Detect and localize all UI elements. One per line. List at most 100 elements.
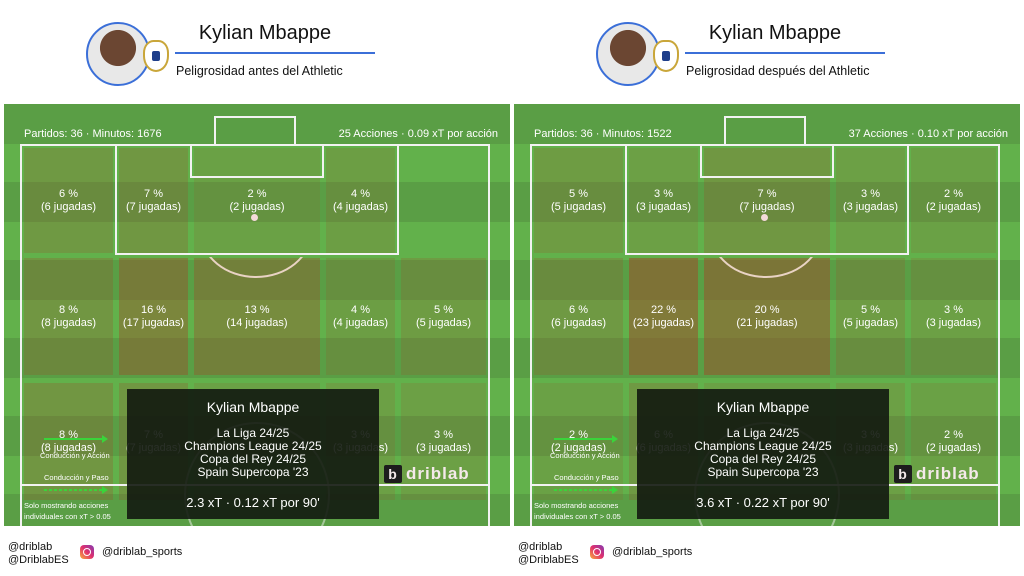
zone-plays: (3 jugadas) [842, 200, 899, 213]
zone-cell: 16 % (17 jugadas) [119, 258, 188, 375]
zone-pct: 7 % [144, 187, 163, 200]
zone-pct: 3 % [861, 187, 880, 200]
filter-note: Solo mostrando acciones individuales con … [534, 501, 621, 521]
zone-plays: (2 jugadas) [550, 441, 607, 454]
zone-cell: 3 % (3 jugadas) [911, 258, 996, 375]
zone-plays: (2 jugadas) [925, 441, 982, 454]
panel-subtitle: Peligrosidad antes del Athletic [176, 64, 343, 78]
six-yard-box [700, 144, 834, 178]
zone-plays: (4 jugadas) [332, 200, 389, 213]
zone-cell: 4 % (4 jugadas) [326, 148, 395, 253]
instagram-handle[interactable]: @driblab_sports [102, 546, 183, 558]
pitch: 5 % (5 jugadas) 3 % (3 jugadas) 7 % (7 j… [514, 104, 1020, 526]
zone-cell: 3 % (3 jugadas) [836, 148, 905, 253]
filter-note: Solo mostrando acciones individuales con … [24, 501, 111, 521]
zone-cell: 8 % (8 jugadas) [24, 383, 113, 500]
xt-summary: 3.6 xT · 0.22 xT por 90' [696, 495, 830, 510]
zone-pct: 2 % [944, 187, 963, 200]
competition: La Liga 24/25 [726, 426, 800, 440]
zone-pct: 6 % [569, 303, 588, 316]
player-name: Kylian Mbappe [198, 22, 332, 44]
zone-cell: 6 % (6 jugadas) [24, 148, 113, 253]
zone-plays: (6 jugadas) [550, 316, 607, 329]
player-avatar [86, 22, 150, 86]
player-avatar [596, 22, 660, 86]
zone-plays: (5 jugadas) [842, 316, 899, 329]
zone-pct: 3 % [944, 303, 963, 316]
goal [214, 116, 296, 144]
zone-pct: 20 % [754, 303, 780, 316]
zone-pct: 2 % [247, 187, 267, 200]
carry-action-arrow [554, 435, 618, 443]
zone-pct: 6 % [59, 187, 78, 200]
actions-summary: 25 Acciones · 0.09 xT por acción [338, 128, 498, 140]
overlay-player-name: Kylian Mbappe [206, 399, 300, 415]
zone-pct: 5 % [861, 303, 880, 316]
title-underline [685, 52, 885, 54]
zone-plays: (7 jugadas) [125, 200, 182, 213]
zone-cell: 4 % (4 jugadas) [326, 258, 395, 375]
zone-plays: (5 jugadas) [415, 316, 472, 329]
zone-pct: 4 % [351, 187, 370, 200]
pitch: 6 % (6 jugadas) 7 % (7 jugadas) 2 % (2 j… [4, 104, 510, 526]
carry-pass-arrow [44, 486, 108, 494]
twitter-handles[interactable]: @driblab @DriblabES [8, 541, 69, 566]
instagram-handle[interactable]: @driblab_sports [612, 546, 693, 558]
zone-plays: (17 jugadas) [122, 316, 185, 329]
zone-pct: 7 % [757, 187, 777, 200]
zone-plays: (2 jugadas) [925, 200, 982, 213]
player-summary-overlay: Kylian Mbappe La Liga 24/25 Champions Lea… [637, 389, 889, 519]
matches-minutes: Partidos: 36 · Minutos: 1676 [24, 128, 162, 140]
zone-plays: (8 jugadas) [40, 441, 97, 454]
competitions-list: La Liga 24/25 Champions League 24/25 Copa … [127, 427, 379, 479]
competition: Champions League 24/25 [694, 439, 832, 453]
legend-carry-pass: Conducción y Paso [44, 473, 109, 482]
penalty-spot [761, 214, 768, 221]
zone-plays: (5 jugadas) [550, 200, 607, 213]
zone-pct: 22 % [650, 303, 677, 316]
zone-pct: 16 % [140, 303, 167, 316]
xt-summary: 2.3 xT · 0.12 xT por 90' [186, 495, 320, 510]
zone-cell: 2 % (2 jugadas) [534, 383, 623, 500]
panel-subtitle: Peligrosidad después del Athletic [686, 64, 870, 78]
zone-plays: (7 jugadas) [739, 200, 795, 213]
matches-minutes: Partidos: 36 · Minutos: 1522 [534, 128, 672, 140]
zone-pct: 13 % [244, 303, 270, 316]
competition: Copa del Rey 24/25 [199, 452, 307, 466]
competition: Spain Supercopa '23 [197, 465, 309, 479]
driblab-logo: b driblab [894, 464, 980, 484]
penalty-spot [251, 214, 258, 221]
zone-pct: 2 % [944, 428, 963, 441]
competition: La Liga 24/25 [216, 426, 290, 440]
competitions-list: La Liga 24/25 Champions League 24/25 Copa … [637, 427, 889, 479]
zone-pct: 4 % [351, 303, 370, 316]
zone-pct: 2 % [569, 428, 588, 441]
carry-action-arrow [44, 435, 108, 443]
zone-cell: 22 % (23 jugadas) [629, 258, 698, 375]
zone-pct: 5 % [434, 303, 453, 316]
zone-plays: (3 jugadas) [925, 316, 982, 329]
zone-cell: 2 % (2 jugadas) [911, 383, 996, 500]
zone-cell: 2 % (2 jugadas) [194, 148, 320, 253]
zone-plays: (6 jugadas) [40, 200, 97, 213]
zone-cell: 5 % (5 jugadas) [534, 148, 623, 253]
club-badge-icon [143, 40, 169, 72]
legend-carry-action: Conducción y Acción [40, 451, 110, 460]
zone-plays: (14 jugadas) [226, 316, 288, 329]
zone-cell: 3 % (3 jugadas) [629, 148, 698, 253]
driblab-logo: b driblab [384, 464, 470, 484]
zone-plays: (23 jugadas) [632, 316, 695, 329]
zone-plays: (2 jugadas) [229, 200, 285, 213]
legend-carry-pass: Conducción y Paso [554, 473, 619, 482]
six-yard-box [190, 144, 324, 178]
zone-plays: (21 jugadas) [736, 316, 798, 329]
actions-summary: 37 Acciones · 0.10 xT por acción [848, 128, 1008, 140]
zone-pct: 3 % [654, 187, 673, 200]
zone-cell: 7 % (7 jugadas) [119, 148, 188, 253]
club-badge-icon [653, 40, 679, 72]
instagram-icon [80, 545, 94, 559]
player-panel: Kylian Mbappe Peligrosidad después del A… [510, 0, 1020, 576]
overlay-player-name: Kylian Mbappe [716, 399, 810, 415]
twitter-handles[interactable]: @driblab @DriblabES [518, 541, 579, 566]
zone-cell: 6 % (6 jugadas) [534, 258, 623, 375]
